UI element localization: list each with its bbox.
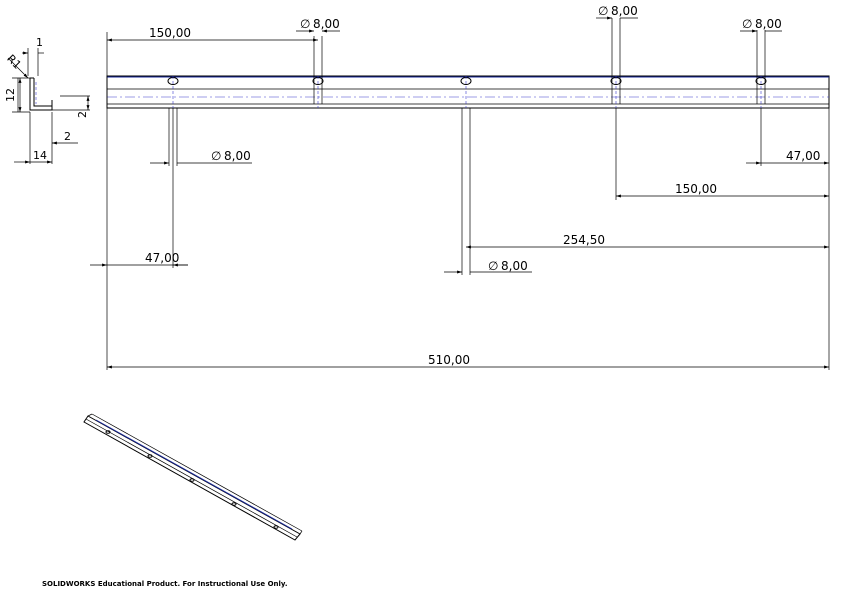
profile-dim-2b: 2 [76, 111, 89, 118]
dim-dia-8-1: 8,00 [313, 17, 340, 31]
isometric-view [83, 413, 303, 541]
iso-holes [105, 430, 279, 529]
extension-lines [106, 32, 830, 370]
dim-150-right: 150,00 [675, 182, 717, 196]
dim-47-right: 47,00 [786, 149, 820, 163]
dia-symbol-5: ∅ [488, 259, 498, 273]
dia-symbol-3: ∅ [742, 17, 752, 31]
footer-notice: SOLIDWORKS Educational Product. For Inst… [42, 580, 288, 588]
dim-dia-8-5: 8,00 [501, 259, 528, 273]
dimension-texts: 150,00 ∅ 8,00 ∅ 8,00 ∅ 8,00 ∅ 8,00 47,00… [145, 4, 820, 367]
profile-dim-2a: 2 [64, 130, 71, 143]
dim-dia-8-4: 8,00 [224, 149, 251, 163]
dia-symbol-2: ∅ [598, 4, 608, 18]
dia-symbol-1: ∅ [300, 17, 310, 31]
main-view [106, 18, 830, 275]
dim-254-50: 254,50 [563, 233, 605, 247]
profile-dim-12: 12 [4, 88, 17, 102]
profile-dim-r1: R1 [4, 52, 24, 72]
dia-symbol-4: ∅ [211, 149, 221, 163]
dim-150-top: 150,00 [149, 26, 191, 40]
dim-dia-8-3: 8,00 [755, 17, 782, 31]
dim-dia-8-2: 8,00 [611, 4, 638, 18]
dim-47-left: 47,00 [145, 251, 179, 265]
profile-detail: 1 R1 12 2 2 14 [4, 36, 90, 164]
dimension-lines [90, 16, 829, 369]
bar-outline [106, 75, 830, 109]
holes [167, 76, 767, 108]
profile-dim-14: 14 [33, 149, 47, 162]
dim-510: 510,00 [428, 353, 470, 367]
profile-dim-1: 1 [36, 36, 43, 49]
